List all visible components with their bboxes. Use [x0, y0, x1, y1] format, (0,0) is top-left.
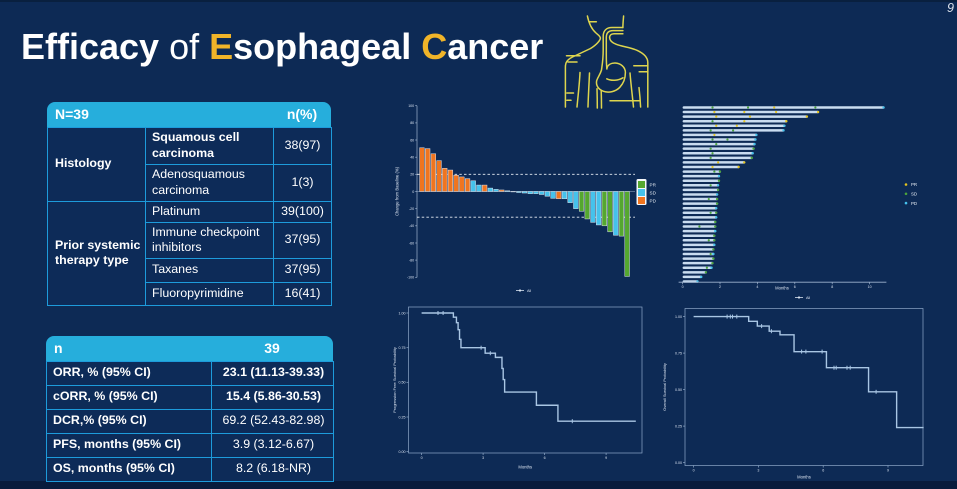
- svg-text:Overall Survival Probability: Overall Survival Probability: [662, 363, 667, 411]
- svg-text:0: 0: [693, 469, 695, 473]
- svg-text:10: 10: [868, 285, 872, 289]
- svg-text:3: 3: [482, 456, 484, 460]
- svg-text:60: 60: [410, 138, 414, 142]
- svg-text:-60: -60: [409, 241, 414, 245]
- svg-text:6: 6: [794, 285, 796, 289]
- svg-text:Months: Months: [775, 286, 789, 291]
- svg-text:3: 3: [757, 469, 759, 473]
- svg-text:1.00: 1.00: [399, 311, 406, 315]
- svg-text:0.50: 0.50: [675, 388, 682, 392]
- svg-text:Change from Baseline (%): Change from Baseline (%): [395, 166, 400, 216]
- svg-text:2: 2: [719, 285, 721, 289]
- svg-text:40: 40: [410, 156, 414, 160]
- svg-text:-100: -100: [407, 276, 414, 280]
- svg-text:Months: Months: [797, 475, 811, 480]
- svg-text:Progression Free Survival Prob: Progression Free Survival Probability: [392, 347, 397, 413]
- svg-text:9: 9: [887, 469, 889, 473]
- svg-text:9: 9: [605, 456, 607, 460]
- svg-text:6: 6: [544, 456, 546, 460]
- svg-text:-40: -40: [409, 224, 414, 228]
- svg-text:All: All: [806, 296, 810, 300]
- svg-text:0.00: 0.00: [675, 461, 682, 465]
- svg-text:PD: PD: [650, 198, 657, 203]
- svg-text:Months: Months: [518, 465, 532, 470]
- svg-text:0.75: 0.75: [399, 346, 406, 350]
- svg-text:0.00: 0.00: [399, 450, 406, 454]
- svg-text:0.75: 0.75: [675, 351, 682, 355]
- svg-text:PR: PR: [650, 182, 657, 187]
- svg-text:8: 8: [831, 285, 833, 289]
- svg-text:0.50: 0.50: [399, 381, 406, 385]
- svg-text:80: 80: [410, 121, 414, 125]
- svg-text:0: 0: [682, 285, 684, 289]
- svg-text:4: 4: [756, 285, 758, 289]
- svg-text:6: 6: [822, 469, 824, 473]
- svg-text:PR: PR: [911, 182, 917, 187]
- svg-text:All: All: [527, 289, 531, 293]
- svg-text:100: 100: [408, 104, 414, 108]
- svg-text:SD: SD: [650, 190, 657, 195]
- svg-text:1.00: 1.00: [675, 315, 682, 319]
- svg-text:0.25: 0.25: [399, 415, 406, 419]
- svg-text:-80: -80: [409, 258, 414, 262]
- svg-text:PD: PD: [911, 201, 917, 206]
- svg-text:0: 0: [412, 190, 414, 194]
- svg-text:SD: SD: [911, 192, 917, 197]
- svg-text:0.25: 0.25: [675, 424, 682, 428]
- svg-text:20: 20: [410, 173, 414, 177]
- svg-text:0: 0: [421, 456, 423, 460]
- svg-text:-20: -20: [409, 207, 414, 211]
